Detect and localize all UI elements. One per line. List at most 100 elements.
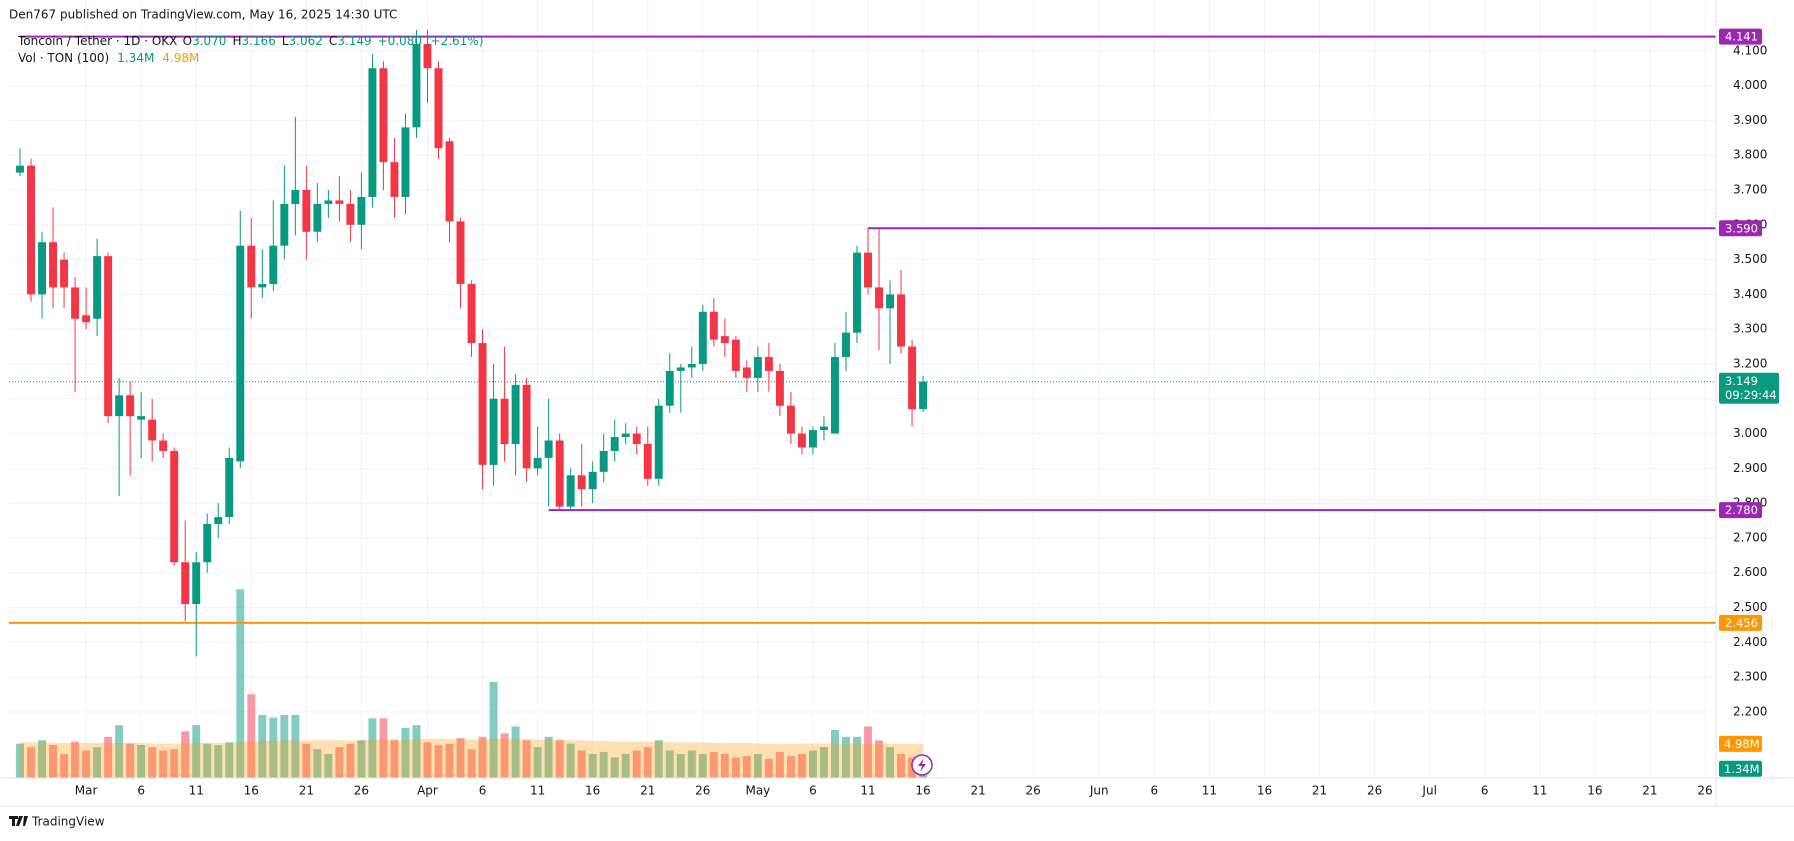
- candle-body: [192, 562, 201, 605]
- volume-bar: [357, 740, 366, 778]
- volume-bar: [214, 745, 223, 778]
- candle-body: [489, 398, 498, 465]
- volume-bar: [478, 736, 487, 778]
- volume-ma-area: [20, 738, 924, 778]
- candle-body: [71, 287, 80, 319]
- volume-ma-legend-value: 4.98M: [162, 51, 199, 65]
- candle-body: [566, 475, 575, 507]
- x-tick-label: 11: [1532, 784, 1547, 798]
- legend-key: O: [183, 34, 192, 48]
- volume-bar: [511, 726, 520, 778]
- volume-bar: [148, 747, 157, 778]
- x-tick-label: 16: [1257, 784, 1272, 798]
- volume-bar: [159, 750, 168, 778]
- candle-body: [621, 433, 630, 438]
- x-tick-label: 26: [695, 784, 710, 798]
- candle-body: [93, 256, 102, 319]
- x-tick-label: 11: [1202, 784, 1217, 798]
- candle-body: [148, 419, 157, 441]
- candles-layer: [16, 29, 928, 657]
- y-tick-label: 2.900: [1733, 461, 1767, 475]
- candle-body: [709, 311, 718, 340]
- candle-body: [82, 315, 91, 323]
- candle-body: [853, 252, 861, 333]
- volume-bar: [842, 736, 850, 778]
- volume-bar: [654, 740, 663, 778]
- candle-body: [808, 430, 817, 448]
- x-tick-label: May: [745, 784, 770, 798]
- candle-body: [500, 398, 509, 444]
- volume-bar: [181, 731, 190, 778]
- volume-layer: [16, 589, 928, 778]
- candle-body: [720, 336, 729, 344]
- volume-bar: [731, 757, 740, 778]
- countdown-label: 09:29:44: [1725, 388, 1777, 402]
- candle-body: [357, 196, 366, 225]
- candle-body: [544, 440, 553, 458]
- level-label: 2.780: [1725, 503, 1758, 517]
- candle-body: [775, 370, 784, 406]
- volume-bar: [269, 717, 278, 778]
- candle-body: [731, 339, 740, 371]
- volume-bar: [291, 714, 300, 778]
- volume-ma-pill: [1719, 735, 1762, 752]
- volume-bar: [467, 749, 476, 778]
- candle-body: [335, 200, 344, 204]
- y-tick-label: 3.200: [1733, 356, 1767, 370]
- volume-bar: [27, 747, 35, 778]
- candle-body: [522, 384, 531, 469]
- volume-title: Vol · TON (100): [18, 51, 109, 65]
- candle-body: [511, 384, 520, 444]
- y-tick-label: 2.700: [1733, 530, 1767, 544]
- volume-bar: [16, 743, 24, 778]
- candle-body: [676, 367, 685, 371]
- volume-legend-value: 1.34M: [117, 51, 154, 65]
- volume-bar: [423, 742, 432, 778]
- symbol-title: Toncoin / Tether · 1D · OKX: [17, 34, 177, 48]
- volume-bar: [566, 743, 575, 778]
- volume-bar: [137, 745, 146, 778]
- candle-body: [423, 43, 432, 69]
- volume-bar: [786, 756, 795, 778]
- legend-value: 3.149: [337, 34, 371, 48]
- candle-body: [170, 450, 179, 563]
- candle-body: [555, 440, 564, 507]
- volume-bar: [500, 733, 509, 778]
- level-pill: [1719, 614, 1762, 631]
- candle-body: [445, 141, 454, 222]
- volume-bar: [522, 740, 531, 778]
- volume-bar: [313, 749, 322, 778]
- candle-body: [897, 294, 906, 347]
- volume-bar: [379, 718, 388, 778]
- y-tick-label: 3.300: [1733, 322, 1767, 336]
- candle-body: [269, 245, 278, 284]
- x-tick-label: Jun: [1089, 784, 1109, 798]
- candle-body: [797, 433, 806, 448]
- volume-bar: [302, 743, 311, 778]
- volume-bar: [610, 757, 619, 778]
- volume-bar: [368, 718, 377, 778]
- volume-bar: [819, 747, 828, 778]
- x-tick-label: 16: [585, 784, 600, 798]
- level-label: 2.456: [1725, 616, 1758, 630]
- x-tick-label: 26: [1026, 784, 1041, 798]
- candle-body: [225, 457, 234, 518]
- replay-icon-bolt[interactable]: [918, 758, 926, 772]
- candle-body: [280, 203, 289, 246]
- y-tick-label: 3.700: [1733, 183, 1767, 197]
- volume-bar: [709, 751, 718, 778]
- volume-bar: [831, 729, 839, 778]
- y-tick-label: 3.500: [1733, 252, 1767, 266]
- level-label: 3.590: [1725, 221, 1758, 235]
- x-tick-label: 21: [299, 784, 314, 798]
- volume-ma-label: 4.98M: [1724, 737, 1760, 751]
- candle-body: [478, 343, 487, 465]
- candle-body: [379, 68, 388, 163]
- volume-bar: [258, 714, 267, 778]
- volume-bar: [247, 694, 256, 778]
- volume-bar: [577, 750, 586, 778]
- replay-icon[interactable]: [911, 754, 933, 776]
